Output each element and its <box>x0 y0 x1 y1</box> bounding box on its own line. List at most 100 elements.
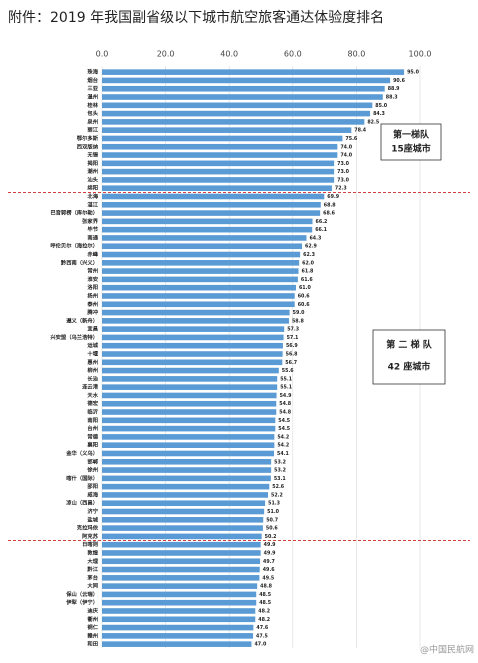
bar <box>102 409 277 415</box>
bar <box>102 392 277 399</box>
y-tick-label: 泉州 <box>86 117 98 125</box>
annotation: 42 座城市 <box>388 361 431 373</box>
value-label: 54.2 <box>277 434 289 440</box>
y-tick-label: 金华（义乌） <box>65 449 98 457</box>
value-label: 73.0 <box>337 169 349 175</box>
value-label: 52.6 <box>272 484 284 490</box>
value-label: 95.0 <box>407 70 419 76</box>
value-label: 68.6 <box>323 211 335 217</box>
annotation: 第一梯队 <box>393 129 430 141</box>
y-tick-label: 徐州 <box>86 466 98 474</box>
bar <box>102 550 261 556</box>
y-tick-label: 盐城 <box>87 515 98 523</box>
value-label: 60.6 <box>298 302 310 308</box>
bar <box>102 110 371 117</box>
value-label: 57.1 <box>287 335 299 341</box>
bar <box>102 384 278 390</box>
value-label: 56.7 <box>285 360 297 366</box>
value-label: 60.6 <box>298 293 310 299</box>
y-tick-label: 黔西南（兴义） <box>61 258 98 266</box>
value-label: 54.8 <box>279 410 291 416</box>
y-tick-label: 南通 <box>87 233 98 241</box>
value-label: 55.1 <box>280 385 292 391</box>
value-label: 78.4 <box>354 128 366 134</box>
y-tick-label: 遵义（新舟） <box>66 316 98 324</box>
y-tick-label: 丽江 <box>87 126 98 134</box>
y-tick-label: 长治 <box>87 374 98 382</box>
y-tick-label: 黔江 <box>87 565 98 573</box>
bar <box>102 135 343 142</box>
y-tick-label: 喀什（国际） <box>66 474 98 482</box>
y-tick-label: 衢州 <box>87 615 98 623</box>
bar <box>102 624 254 631</box>
y-tick-label: 淮安 <box>87 275 98 283</box>
value-label: 54.5 <box>278 418 290 424</box>
value-label: 69.9 <box>327 194 339 200</box>
y-tick-label: 湛江 <box>87 200 98 208</box>
bar <box>102 334 284 341</box>
value-label: 66.2 <box>316 219 328 225</box>
value-label: 48.2 <box>258 617 270 623</box>
bar <box>102 152 338 158</box>
y-tick-label: 惠州 <box>87 358 98 366</box>
bar <box>102 168 335 175</box>
y-tick-label: 桂林 <box>86 101 98 109</box>
bar <box>102 599 257 606</box>
y-tick-label: 临沂 <box>87 408 98 416</box>
bar <box>102 201 321 208</box>
bar <box>102 309 290 316</box>
y-tick-label: 运城 <box>87 341 98 349</box>
value-label: 56.8 <box>286 352 298 358</box>
value-label: 59.0 <box>293 310 305 316</box>
bar <box>102 226 313 233</box>
x-tick-label: 100.0 <box>409 50 432 59</box>
value-label: 56.9 <box>286 343 298 349</box>
value-label: 48.2 <box>258 608 270 614</box>
value-label: 51.0 <box>267 509 279 515</box>
value-label: 50.2 <box>265 534 277 540</box>
bar <box>102 400 277 407</box>
y-tick-label: 赤峰 <box>87 250 98 258</box>
bar <box>102 566 260 573</box>
y-tick-label: 泰州 <box>86 300 98 308</box>
value-label: 61.8 <box>302 269 314 275</box>
bar <box>102 467 272 473</box>
bar <box>102 475 271 482</box>
bar <box>102 483 270 490</box>
value-label: 53.2 <box>274 459 286 465</box>
y-tick-label: 阿克苏 <box>82 532 99 540</box>
chart-title: 附件：2019 年我国副省级以下城市航空旅客通达体验度排名 <box>8 9 384 26</box>
value-label: 62.3 <box>303 252 315 258</box>
bar <box>102 260 300 266</box>
x-tick-label: 60.0 <box>284 50 302 59</box>
value-label: 58.8 <box>292 318 304 324</box>
value-label: 61.0 <box>299 285 311 291</box>
y-tick-label: 洛阳 <box>87 283 98 291</box>
y-tick-label: 绵阳 <box>87 184 98 192</box>
value-label: 90.6 <box>393 78 405 84</box>
value-label: 88.9 <box>388 86 400 92</box>
y-tick-label: 襄阳 <box>86 441 98 449</box>
bar <box>102 119 365 125</box>
bar <box>102 376 278 382</box>
bar <box>102 284 296 291</box>
value-label: 62.0 <box>302 260 314 266</box>
y-tick-label: 敦煌 <box>87 548 98 556</box>
y-tick-label: 铜仁 <box>87 623 98 631</box>
value-label: 49.9 <box>264 542 276 548</box>
tier-box <box>372 329 446 385</box>
y-tick-label: 温州 <box>87 93 98 101</box>
y-tick-label: 常德 <box>87 432 98 440</box>
y-tick-label: 邯郸 <box>87 457 98 465</box>
value-label: 61.6 <box>301 277 313 283</box>
value-label: 54.9 <box>280 393 292 399</box>
bar <box>102 641 252 647</box>
y-tick-label: 柳州 <box>87 366 98 374</box>
y-tick-label: 迪庆 <box>87 606 98 614</box>
bar <box>102 177 335 183</box>
y-tick-label: 大同 <box>87 582 98 590</box>
value-label: 50.6 <box>266 526 278 532</box>
y-tick-label: 凉山（西昌） <box>66 499 98 507</box>
bar <box>102 102 373 109</box>
